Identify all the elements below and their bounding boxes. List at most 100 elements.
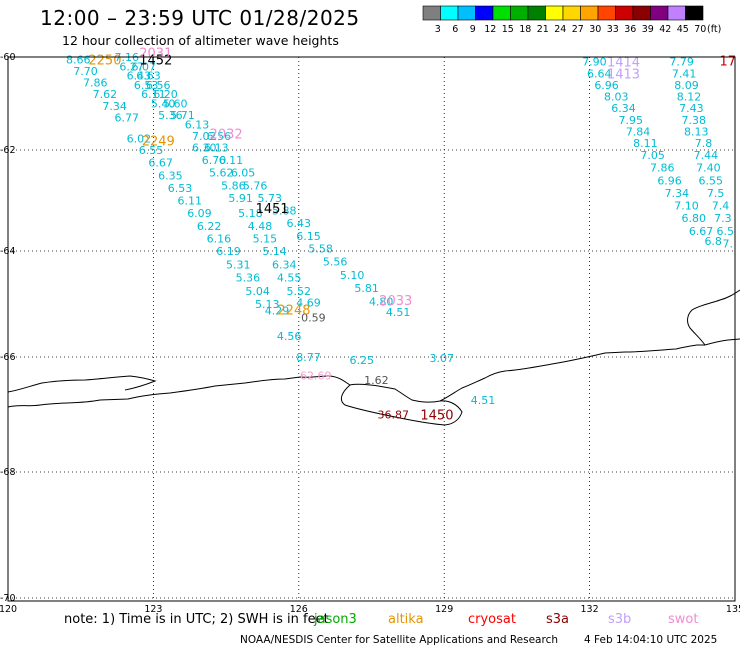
wave-height-value: 7.86 <box>650 162 675 175</box>
wave-height-value: 7.3 <box>714 212 732 225</box>
wave-height-value: 6.5 <box>717 225 735 238</box>
satellite-cryosat: cryosat <box>468 612 516 627</box>
wave-height-value: 7.79 <box>669 56 694 69</box>
wave-height-value: 8.09 <box>674 79 699 92</box>
wave-height-value: 0.59 <box>301 311 326 324</box>
longitude-label: 120 <box>0 604 17 615</box>
colorbar-swatch <box>685 5 704 21</box>
colorbar-tick: 39 <box>642 24 654 35</box>
colorbar-tick: 21 <box>537 24 549 35</box>
pass-time-label: 17 <box>719 55 736 70</box>
map-subtitle: 12 hour collection of altimeter wave hei… <box>62 33 339 48</box>
pass-time-label: 2032 <box>210 128 243 143</box>
wave-height-value: 6.67 <box>689 225 714 238</box>
wave-height-value: 7.44 <box>694 149 719 162</box>
wave-height-value: 6.13 <box>185 118 210 131</box>
colorbar-tick: 33 <box>607 24 619 35</box>
wave-height-value: 6.30 <box>192 142 217 155</box>
wave-height-value: 6.25 <box>350 354 375 367</box>
wave-height-value: 5.52 <box>287 285 312 298</box>
wave-height-value: 7.34 <box>102 100 127 113</box>
wave-height-value: 6.09 <box>187 207 212 220</box>
satellite-jason3: jason3 <box>314 612 357 627</box>
wave-height-value: 6.43 <box>127 70 152 83</box>
wave-height-value: 7.84 <box>626 125 651 138</box>
colorbar-tick: 15 <box>502 24 514 35</box>
wave-height-colorbar: 3 6 9 12 15 18 21 24 27 30 33 36 39 42 45 70 (ft) <box>422 5 721 35</box>
wave-height-value: 6.64 <box>587 67 612 80</box>
wave-height-value: 8.12 <box>677 91 702 104</box>
wave-height-value: 6.63 <box>136 70 161 83</box>
wave-height-value: 6.20 <box>153 88 178 101</box>
pass-time-label: 2250 <box>88 53 121 68</box>
wave-height-value: 4.51 <box>471 394 496 407</box>
pass-time-label: 1413 <box>607 67 640 82</box>
wave-height-value: 5.86 <box>221 179 246 192</box>
wave-height-value: 4.56 <box>277 330 302 343</box>
wave-height-value: 6.53 <box>168 182 193 195</box>
wave-height-value: 6.05 <box>231 167 256 180</box>
wave-height-value: 4.55 <box>277 272 302 285</box>
observation-values: 8.667.707.867.627.346.777.166.276.076.43… <box>66 51 734 422</box>
generated-timestamp: 4 Feb 14:04:10 UTC 2025 <box>584 634 718 646</box>
longitude-label: 135 <box>726 604 740 615</box>
coastline-peninsula <box>7 375 157 393</box>
wave-height-value: 6.07 <box>131 60 156 73</box>
wave-height-value: 7.86 <box>83 77 108 90</box>
wave-height-value: 6.11 <box>178 195 203 208</box>
longitude-label: 126 <box>290 604 308 615</box>
wave-height-value: 7.05 <box>640 149 665 162</box>
colorbar-tick: 9 <box>470 24 476 35</box>
wave-height-value: 4.51 <box>386 306 411 319</box>
wave-height-value: 7.02 <box>192 130 217 143</box>
pass-time-label: 2249 <box>142 135 175 150</box>
wave-height-value: 6.96 <box>657 174 682 187</box>
wave-height-value: 6.55 <box>699 174 724 187</box>
satellite-s3a: s3a <box>546 612 570 627</box>
coastline-path <box>7 338 740 408</box>
longitude-label: 129 <box>435 604 453 615</box>
footnote: note: 1) Time is in UTC; 2) SWH is in fe… <box>64 612 329 627</box>
credit-line: NOAA/NESDIS Center for Satellite Applica… <box>240 634 558 646</box>
wave-height-value: 62.69 <box>300 369 332 382</box>
wave-height-value: 8.11 <box>633 137 658 150</box>
wave-height-value: 6.34 <box>611 102 636 115</box>
satellite-altika: altika <box>388 612 424 627</box>
colorbar-tick: 24 <box>554 24 566 35</box>
wave-height-value: 5.10 <box>340 269 365 282</box>
wave-height-value: 6.67 <box>148 157 173 170</box>
coastline-bay <box>340 384 463 426</box>
wave-height-value: 6.34 <box>272 258 297 271</box>
wave-height-value: 6.02 <box>127 132 152 145</box>
wave-height-value: 7. <box>722 237 733 250</box>
wave-height-value: 6.35 <box>158 169 183 182</box>
wave-height-value: 7.8 <box>695 137 713 150</box>
wave-height-value: 4.29 <box>265 304 290 317</box>
colorbar-unit: (ft) <box>707 24 721 35</box>
wave-height-value: 7.10 <box>674 200 699 213</box>
wave-height-value: 1.62 <box>364 374 389 387</box>
wave-height-value: 4.48 <box>248 220 273 233</box>
pass-time-label: 1414 <box>607 56 640 71</box>
wave-height-value: 7.43 <box>679 102 704 115</box>
wave-height-value: 6.13 <box>204 142 229 155</box>
colorbar-tick: 42 <box>659 24 671 35</box>
coastline-east <box>687 289 740 346</box>
wave-height-value: 6.56 <box>146 79 171 92</box>
wave-height-value: 36.87 <box>378 409 410 422</box>
colorbar-tick: 18 <box>519 24 531 35</box>
wave-height-value: 6.70 <box>202 154 227 167</box>
wave-height-value: 6.11 <box>219 154 244 167</box>
wave-height-value: 5.14 <box>262 245 287 258</box>
satellite-s3b: s3b <box>608 612 632 627</box>
wave-height-value: 7.4 <box>712 200 730 213</box>
wave-height-value: 6.11 <box>141 88 166 101</box>
wave-height-value: 5.36 <box>158 109 183 122</box>
wave-height-value: 5.40 <box>151 98 176 111</box>
wave-height-value: 5.71 <box>170 109 195 122</box>
wave-height-value: 7.90 <box>582 56 607 69</box>
antarctic-coastline <box>7 289 740 426</box>
wave-height-value: 5.88 <box>272 205 297 218</box>
